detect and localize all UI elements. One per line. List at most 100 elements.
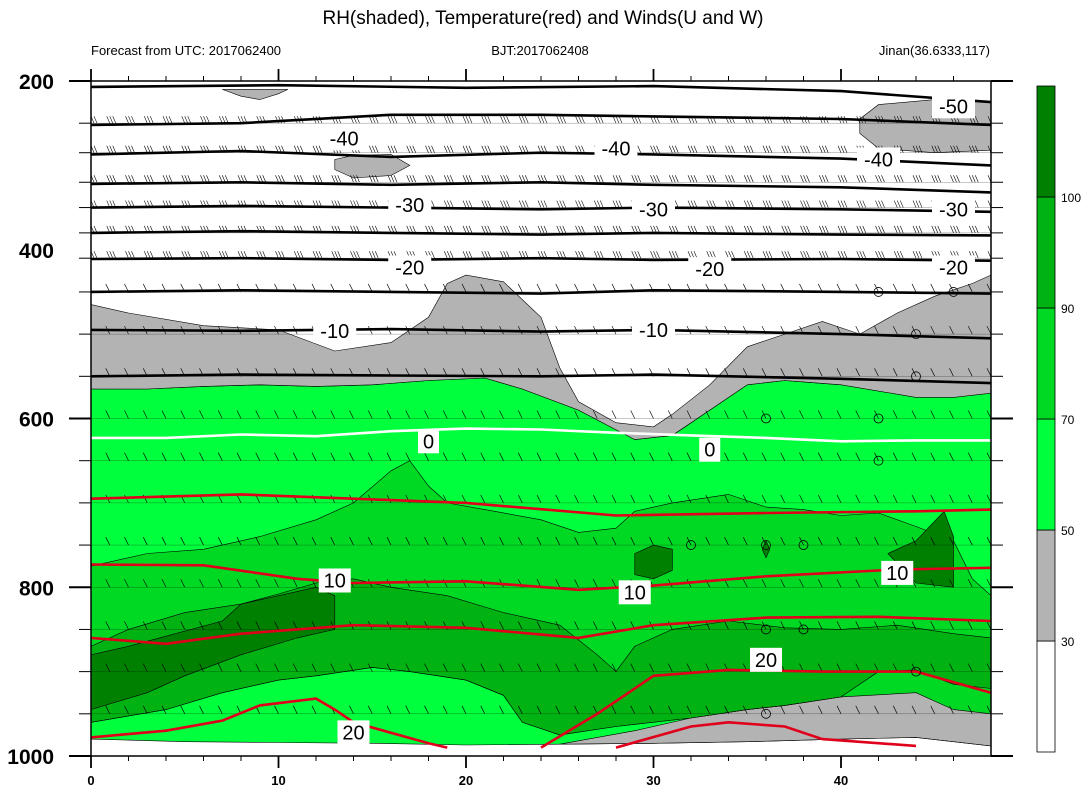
wind-barb [874,536,879,546]
wind-barb [967,325,973,335]
wind-barb [806,145,810,153]
wind-barb [667,494,673,504]
wind-barb [687,175,692,183]
wind-barb [162,116,167,124]
wind-barb [481,225,486,233]
wind-barb [349,452,354,461]
wind-barb [443,200,448,208]
wind-barb [728,200,732,208]
wind-barb [481,145,486,153]
wind-barb [911,494,917,504]
wind-barb [274,536,279,546]
wind-barb [836,368,842,377]
wind-barb [206,116,210,124]
wind-barb [143,251,148,259]
wind-barb [593,225,598,233]
wind-barb [803,251,807,259]
isotherm-label: 10 [624,582,646,604]
wind-barb [500,116,504,124]
wind-barb [465,200,470,208]
colorbar-box [1036,196,1056,309]
wind-barb [803,175,807,183]
wind-barb [506,225,510,233]
wind-barb [524,175,529,183]
wind-barb [165,116,170,124]
wind-barb [299,251,304,259]
isotherm-label-box [699,437,721,462]
wind-barb [949,494,954,504]
wind-barb [765,251,770,259]
wind-barb [859,175,864,183]
wind-barb [971,175,976,183]
wind-barb [856,225,861,233]
wind-barb [649,536,654,546]
wind-barb [875,225,879,233]
wind-barb [405,663,411,672]
wind-barb [428,145,432,153]
wind-barb [255,410,261,419]
wind-barb [581,251,585,259]
wind-barb [799,410,804,419]
wind-barb [311,663,317,672]
wind-barb [742,705,748,714]
wind-barb [765,175,770,183]
wind-barb [536,368,542,377]
wind-barb [353,175,357,183]
y-tick-label: 400 [19,240,54,263]
wind-barb [693,225,698,233]
isotherm-label: 0 [423,431,434,453]
wind-barb [409,145,414,153]
wind-barb [318,175,323,183]
wind-barb [862,251,867,259]
wind-barb [843,225,848,233]
wind-barb [840,251,845,259]
colorbar-label: 70 [1061,413,1075,427]
wind-barb [967,410,973,419]
wind-barb [406,225,411,233]
wind-barb [971,225,976,233]
wind-barb [950,225,954,233]
wind-barb [424,536,429,546]
wind-barb [859,251,864,259]
wind-barb [749,145,754,153]
wind-barb [292,621,298,630]
wind-barb [146,116,151,124]
wind-barb [524,225,529,233]
wind-barb [431,251,435,259]
wind-barb [574,452,579,461]
wind-barb [499,410,504,419]
wind-barb [615,175,620,183]
wind-barb [143,145,148,153]
wind-barb [649,410,654,419]
wind-barb [800,225,804,233]
isotherm-label-box [932,197,975,222]
wind-barb [780,452,786,461]
wind-barb [499,663,504,672]
wind-barb [503,175,507,183]
x-tick-label: 30 [646,773,660,788]
wind-barb [581,175,585,183]
colorbar: 30 50 70 90 100 [1036,85,1081,753]
wind-barb [994,175,997,182]
isotherm-label-box [318,568,351,593]
wind-barb [461,283,467,293]
wind-barb [487,175,492,183]
wind-barb [537,200,542,208]
wind-barb [893,251,898,259]
wind-barb [299,175,304,183]
wind-barb [206,175,210,183]
wind-barb [725,145,729,153]
wind-barb [896,175,901,183]
wind-barb [592,536,598,546]
wind-barb [899,145,904,153]
wind-barb [142,579,148,588]
wind-barb [442,663,448,672]
wind-barb [199,579,204,588]
wind-barb [911,536,917,546]
isotherm-label-box [688,257,732,282]
wind-barb [780,410,786,419]
wind-barb [911,621,917,630]
wind-barb [468,225,473,233]
wind-barb [199,410,204,419]
wind-barb [217,579,223,588]
